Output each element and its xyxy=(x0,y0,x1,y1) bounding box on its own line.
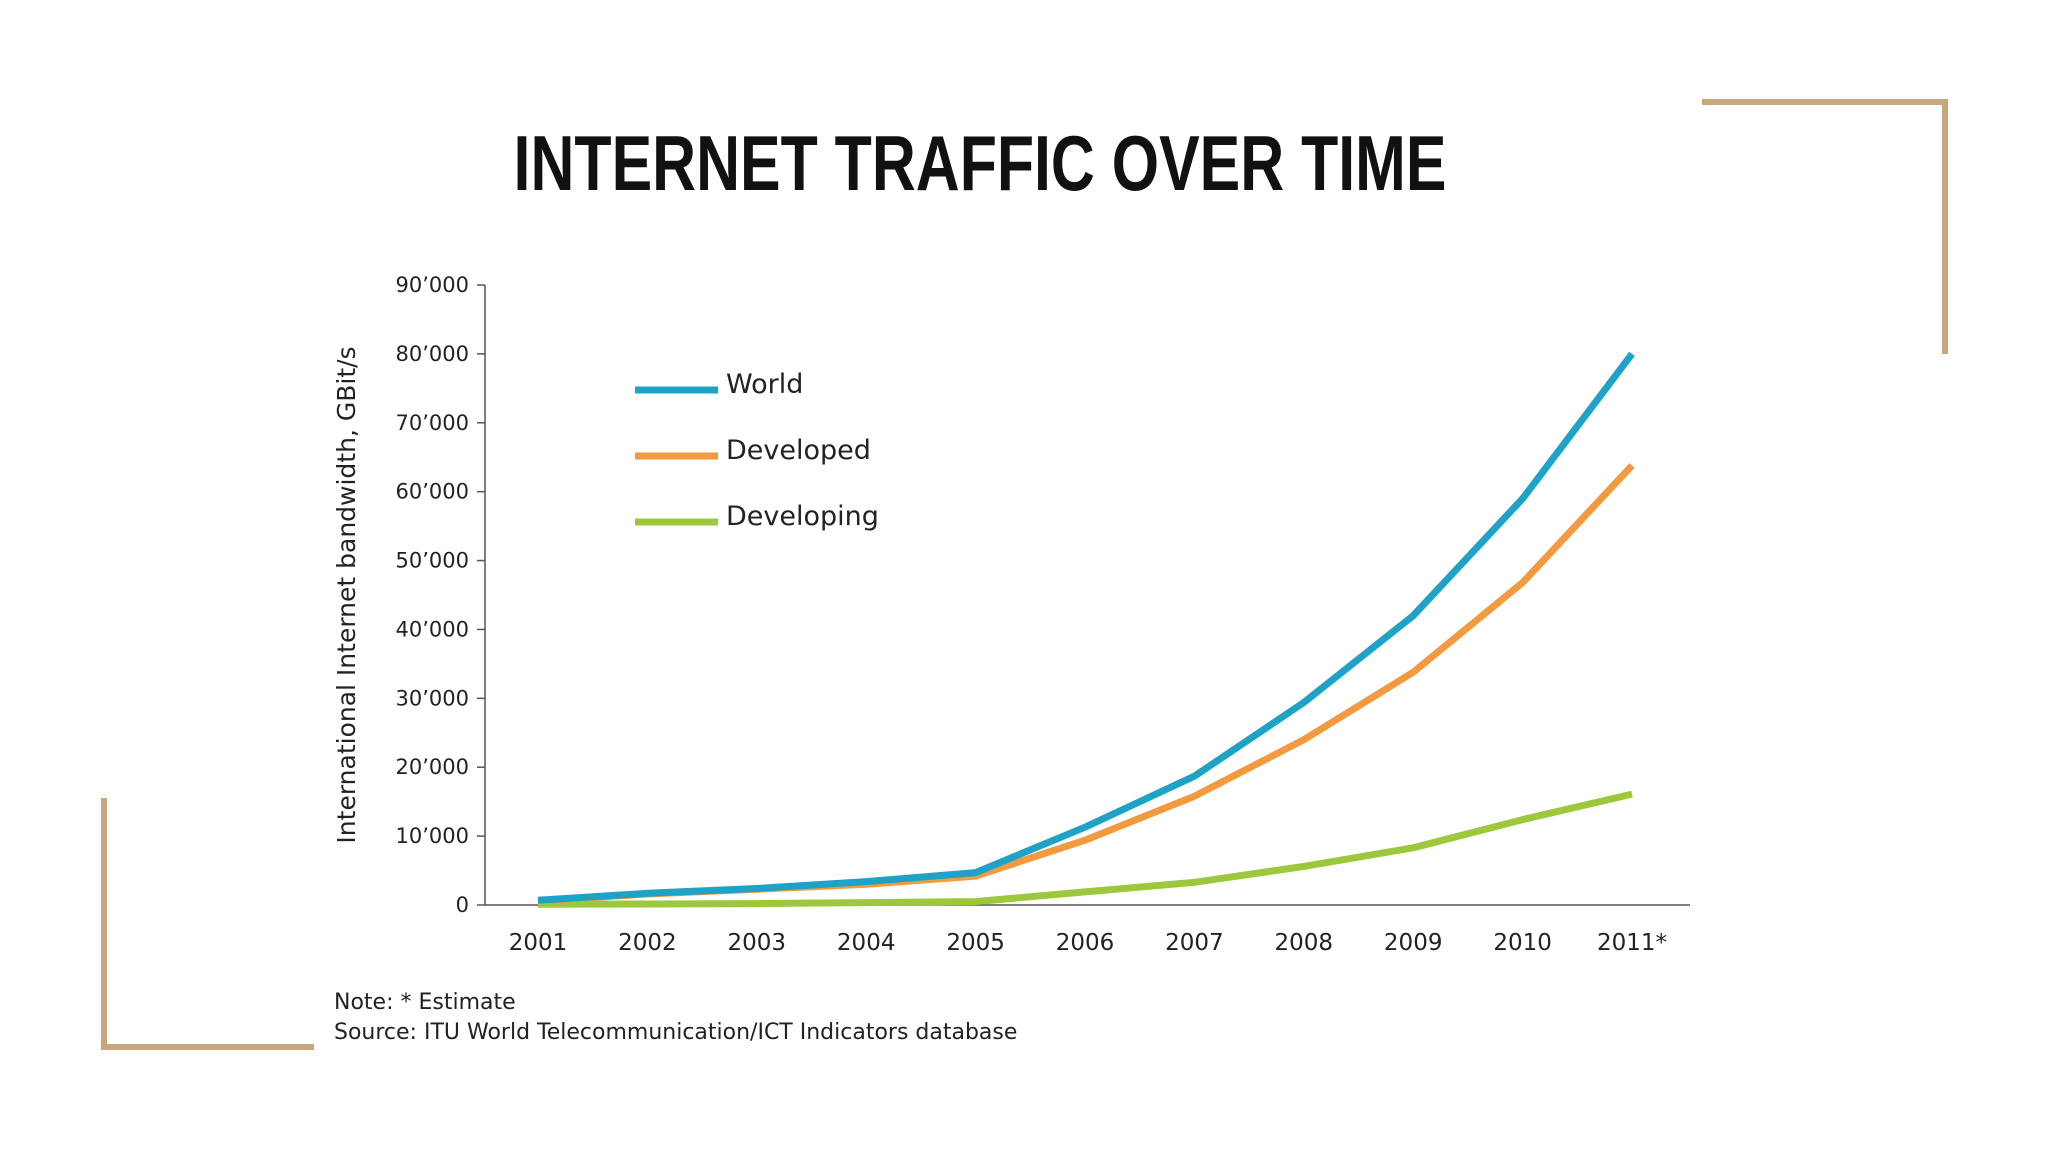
x-tick-label: 2010 xyxy=(1493,930,1552,956)
x-tick-label: 2001 xyxy=(509,930,568,956)
chart-note: Note: * Estimate xyxy=(334,990,516,1015)
x-tick-label: 2009 xyxy=(1384,930,1443,956)
x-tick-label: 2011* xyxy=(1597,930,1667,956)
x-tick-label: 2008 xyxy=(1275,930,1334,956)
legend-label-developed: Developed xyxy=(726,435,871,466)
y-tick-label: 60’000 xyxy=(396,480,469,504)
y-tick-label: 0 xyxy=(456,893,469,917)
series-line-world xyxy=(537,351,1635,904)
legend-label-developing: Developing xyxy=(726,501,879,532)
y-tick-label: 50’000 xyxy=(396,549,469,573)
x-tick-label: 2002 xyxy=(618,930,677,956)
series-line-developing xyxy=(537,790,1633,908)
x-tick-label: 2004 xyxy=(837,930,896,956)
series-lines xyxy=(537,351,1635,908)
chart-legend: World Developed Developing xyxy=(635,369,879,532)
y-tick-label: 20’000 xyxy=(396,755,469,779)
y-tick-label: 80’000 xyxy=(396,342,469,366)
y-tick-label: 10’000 xyxy=(396,824,469,848)
x-tick-label: 2007 xyxy=(1165,930,1224,956)
y-tick-label: 90’000 xyxy=(396,273,469,297)
x-tick-label: 2006 xyxy=(1056,930,1115,956)
slide-title: INTERNET TRAFFIC OVER TIME xyxy=(513,119,1447,207)
x-tick-label: 2003 xyxy=(728,930,787,956)
top-right-bracket xyxy=(1702,99,1948,354)
x-tick-label: 2005 xyxy=(946,930,1005,956)
legend-label-world: World xyxy=(726,369,803,400)
y-tick-label: 70’000 xyxy=(396,411,469,435)
bottom-left-bracket xyxy=(101,798,314,1050)
y-axis-label: International Internet bandwidth, GBit/s xyxy=(332,346,361,843)
x-axis-ticks: 2001 2002 2003 2004 2005 2006 2007 2008 2009 2010… xyxy=(509,930,1667,956)
y-tick-label: 30’000 xyxy=(396,686,469,710)
chart-source: Source: ITU World Telecommunication/ICT … xyxy=(334,1020,1018,1045)
y-tick-label: 40’000 xyxy=(396,617,469,641)
y-axis-ticks: 0 10’000 20’000 30’000 40’000 50’000 60’000 70’… xyxy=(396,273,485,917)
